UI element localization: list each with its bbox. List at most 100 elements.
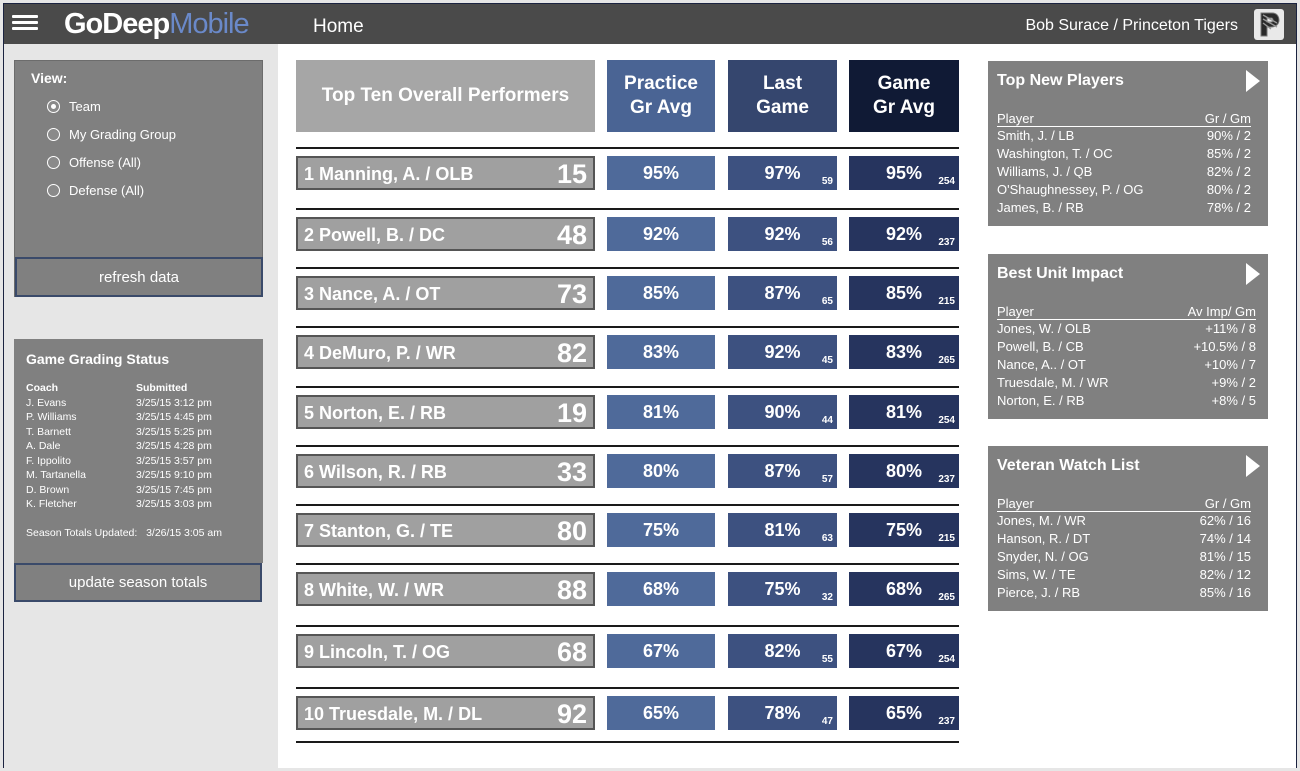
view-option-offense[interactable]: Offense (All): [47, 155, 141, 170]
new-players-table: Player Gr / Gm Smith, J. / LB 90% / 2 Wash…: [997, 111, 1251, 217]
play-count: 237: [938, 474, 955, 485]
column-header: Gr / Gm: [1204, 111, 1251, 126]
expand-arrow-icon[interactable]: [1246, 263, 1260, 285]
play-count: 265: [938, 592, 955, 603]
performer-name-box[interactable]: 4 DeMuro, P. / WR 82: [296, 335, 595, 369]
grade-value: 92%: [764, 341, 801, 362]
game-grade-cell[interactable]: 81% 254: [849, 395, 959, 429]
radio-icon[interactable]: [47, 156, 60, 169]
table-row[interactable]: Nance, A.. / OT +10% / 7: [997, 356, 1256, 374]
grade-value: 80%: [885, 460, 923, 481]
radio-icon[interactable]: [47, 128, 60, 141]
last-game-grade-cell[interactable]: 82% 55: [728, 634, 837, 668]
column-header: Gr / Gm: [1204, 496, 1251, 511]
performer-name-box[interactable]: 2 Powell, B. / DC 48: [296, 217, 595, 251]
performer-name-box[interactable]: 10 Truesdale, M. / DL 92: [296, 696, 595, 730]
performer-name-box[interactable]: 6 Wilson, R. / RB 33: [296, 454, 595, 488]
expand-arrow-icon[interactable]: [1246, 70, 1260, 92]
radio-icon[interactable]: [47, 184, 60, 197]
player-value: 85% / 2: [1206, 146, 1251, 161]
table-row[interactable]: Snyder, N. / OG 81% / 15: [997, 548, 1251, 566]
play-count: 215: [938, 296, 955, 307]
table-row[interactable]: Norton, E. / RB +8% / 5: [997, 392, 1256, 410]
refresh-data-button[interactable]: refresh data: [15, 257, 263, 297]
performer-name-box[interactable]: 3 Nance, A. / OT 73: [296, 276, 595, 310]
game-grade-cell[interactable]: 75% 215: [849, 513, 959, 547]
game-grade-cell[interactable]: 67% 254: [849, 634, 959, 668]
last-game-header[interactable]: Last Game: [728, 60, 837, 132]
play-count: 237: [938, 716, 955, 727]
practice-grade-cell[interactable]: 75%: [607, 513, 715, 547]
game-grade-cell[interactable]: 83% 265: [849, 335, 959, 369]
game-grading-status-panel: Game Grading Status Coach Submitted J. Ev…: [14, 339, 263, 563]
performer-name-box[interactable]: 7 Stanton, G. / TE 80: [296, 513, 595, 547]
performer-name-box[interactable]: 9 Lincoln, T. / OG 68: [296, 634, 595, 668]
table-row[interactable]: Pierce, J. / RB 85% / 16: [997, 584, 1251, 602]
update-season-totals-button[interactable]: update season totals: [14, 563, 262, 602]
table-row[interactable]: Sims, W. / TE 82% / 12: [997, 566, 1251, 584]
row-divider: [296, 504, 959, 506]
table-row[interactable]: Williams, J. / QB 82% / 2: [997, 163, 1251, 181]
view-option-defense[interactable]: Defense (All): [47, 183, 144, 198]
practice-gr-avg-header[interactable]: Practice Gr Avg: [607, 60, 715, 132]
table-row[interactable]: Truesdale, M. / WR +9% / 2: [997, 374, 1256, 392]
hamburger-menu-icon[interactable]: [12, 12, 38, 36]
radio-selected-icon[interactable]: [47, 100, 60, 113]
practice-grade-cell[interactable]: 95%: [607, 156, 715, 190]
last-game-grade-cell[interactable]: 78% 47: [728, 696, 837, 730]
view-option-grading-group[interactable]: My Grading Group: [47, 127, 176, 142]
game-grade-cell[interactable]: 92% 237: [849, 217, 959, 251]
last-game-grade-cell[interactable]: 87% 65: [728, 276, 837, 310]
practice-grade-cell[interactable]: 65%: [607, 696, 715, 730]
practice-grade-cell[interactable]: 68%: [607, 572, 715, 606]
performer-name-box[interactable]: 1 Manning, A. / OLB 15: [296, 156, 595, 190]
performer-rank-name: 2 Powell, B. / DC: [304, 225, 446, 245]
table-row[interactable]: James, B. / RB 78% / 2: [997, 199, 1251, 217]
view-option-team[interactable]: Team: [47, 99, 101, 114]
table-row[interactable]: Washington, T. / OC 85% / 2: [997, 145, 1251, 163]
last-game-grade-cell[interactable]: 75% 32: [728, 572, 837, 606]
performer-name-box[interactable]: 5 Norton, E. / RB 19: [296, 395, 595, 429]
user-team-label[interactable]: Bob Surace / Princeton Tigers: [1025, 17, 1238, 34]
panel-title: Top New Players: [997, 72, 1124, 89]
game-grade-cell[interactable]: 65% 237: [849, 696, 959, 730]
game-grade-cell[interactable]: 68% 265: [849, 572, 959, 606]
status-row: T. Barnett 3/25/15 5:25 pm: [26, 426, 212, 441]
practice-grade-cell[interactable]: 81%: [607, 395, 715, 429]
table-row[interactable]: Jones, M. / WR 62% / 16: [997, 512, 1251, 530]
last-game-grade-cell[interactable]: 90% 44: [728, 395, 837, 429]
practice-grade-cell[interactable]: 83%: [607, 335, 715, 369]
coach-name: M. Tartanella: [26, 469, 86, 481]
grade-value: 65%: [885, 702, 923, 723]
table-row[interactable]: O'Shaughnessey, P. / OG 80% / 2: [997, 181, 1251, 199]
table-row[interactable]: Powell, B. / CB +10.5% / 8: [997, 338, 1256, 356]
play-count: 265: [938, 355, 955, 366]
last-game-grade-cell[interactable]: 92% 45: [728, 335, 837, 369]
table-row[interactable]: Smith, J. / LB 90% / 2: [997, 127, 1251, 145]
player-name: Powell, B. / CB: [997, 339, 1084, 354]
game-grade-cell[interactable]: 80% 237: [849, 454, 959, 488]
last-game-grade-cell[interactable]: 81% 63: [728, 513, 837, 547]
last-game-grade-cell[interactable]: 87% 57: [728, 454, 837, 488]
grade-value: 65%: [642, 702, 680, 723]
practice-grade-cell[interactable]: 80%: [607, 454, 715, 488]
performer-rank-name: 3 Nance, A. / OT: [304, 284, 441, 304]
game-grade-cell[interactable]: 85% 215: [849, 276, 959, 310]
expand-arrow-icon[interactable]: [1246, 455, 1260, 477]
header-line: Gr Avg: [630, 97, 692, 118]
last-game-grade-cell[interactable]: 92% 56: [728, 217, 837, 251]
status-row: P. Williams 3/25/15 4:45 pm: [26, 411, 212, 426]
practice-grade-cell[interactable]: 85%: [607, 276, 715, 310]
grade-value: 92%: [642, 223, 680, 244]
performer-name-box[interactable]: 8 White, W. / WR 88: [296, 572, 595, 606]
submitted-column-header: Submitted: [136, 382, 188, 394]
grade-value: 87%: [764, 460, 801, 481]
table-row[interactable]: Hanson, R. / DT 74% / 14: [997, 530, 1251, 548]
game-grade-cell[interactable]: 95% 254: [849, 156, 959, 190]
last-game-grade-cell[interactable]: 97% 59: [728, 156, 837, 190]
game-gr-avg-header[interactable]: Game Gr Avg: [849, 60, 959, 132]
practice-grade-cell[interactable]: 92%: [607, 217, 715, 251]
practice-grade-cell[interactable]: 67%: [607, 634, 715, 668]
row-divider: [296, 563, 959, 565]
table-row[interactable]: Jones, W. / OLB +11% / 8: [997, 320, 1256, 338]
